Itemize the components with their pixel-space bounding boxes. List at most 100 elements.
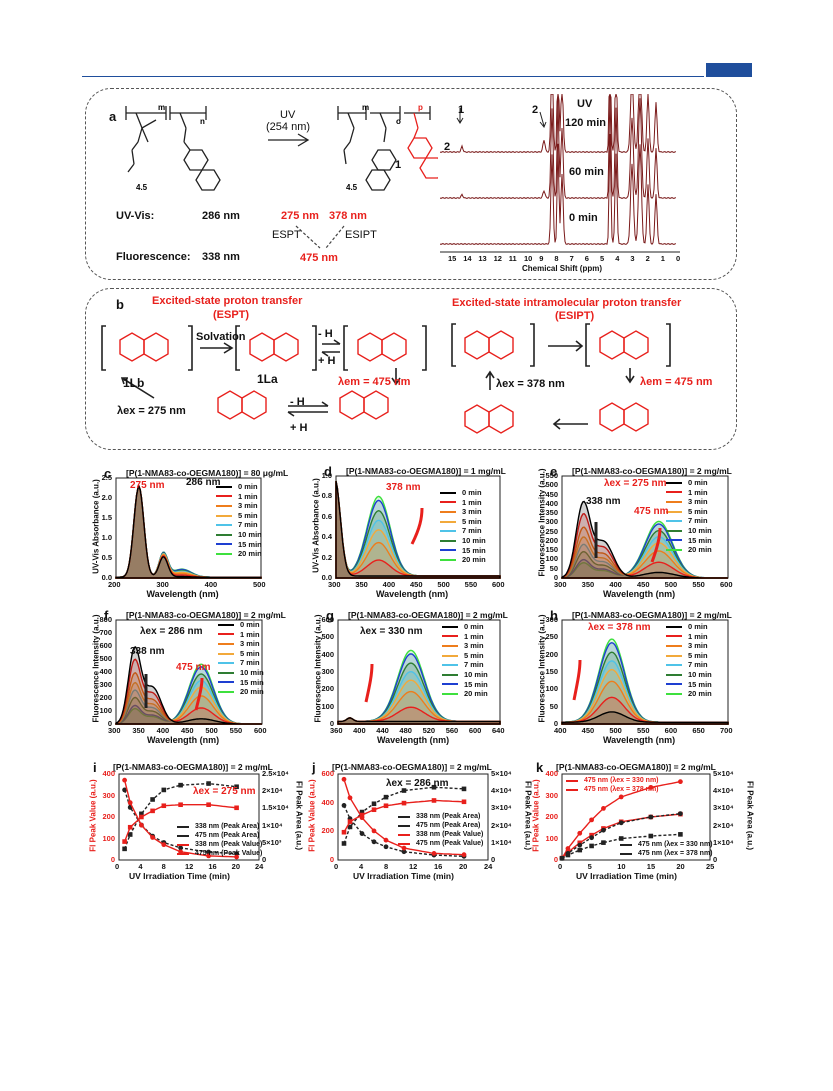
data-point (601, 827, 606, 833)
panel-d: d [P(1-NMA83-co-OEGMA180)] = 1 mg/mL 300 35… (312, 464, 506, 599)
legend: 0 min 1 min 3 min 5 min 7 min 10 min 15 min 20 … (666, 622, 712, 699)
panel-e: e [P(1-NMA83-co-OEGMA180)] = 2 mg/mL 300 35… (538, 464, 733, 599)
y-tick: 300 (321, 667, 334, 676)
plot-area (115, 619, 263, 725)
data-point (648, 784, 654, 790)
legend-top: 475 nm (λex = 330 nm) 475 nm (λex = 378 n… (566, 776, 659, 794)
data-point (648, 814, 654, 820)
x-tick: 400 (204, 580, 218, 589)
y-tick: 0 (107, 719, 112, 728)
fluorescence-product: 475 nm (300, 252, 338, 264)
data-point (150, 808, 155, 814)
legend-item: 15 min (442, 680, 488, 690)
data-point (371, 807, 377, 813)
y-tick: 100 (102, 833, 115, 843)
y2-axis-label: Fl Peak Area (a.u.) (745, 780, 755, 851)
y-tick: 200 (99, 693, 112, 702)
data-point (401, 845, 407, 851)
legend-label: 20 min (238, 549, 262, 559)
spectrum-0-min (561, 711, 729, 725)
legend-swatch (666, 548, 682, 551)
legend-label: 20 min (240, 687, 264, 697)
data-point (341, 841, 347, 846)
x-tick: 400 (156, 726, 170, 735)
panel-label: e (550, 464, 558, 479)
legend-swatch (177, 834, 189, 837)
nmr-tick: 10 (524, 254, 533, 263)
x-tick: 12 (409, 862, 418, 871)
fluorescence-label: Fluorescence: (116, 251, 191, 263)
y-tick: 50 (549, 701, 558, 711)
legend-swatch (442, 644, 458, 647)
legend-item: 7 min (216, 520, 262, 530)
espt-label: ESPT (272, 229, 301, 241)
data-point (359, 812, 365, 818)
data-point (341, 829, 347, 835)
nmr-tick: 2 (645, 254, 650, 263)
data-point (122, 846, 127, 852)
y-tick: 0.0 (101, 573, 112, 582)
legend-swatch (620, 843, 632, 846)
legend-item: 20 min (442, 689, 488, 699)
y-tick: 0.8 (321, 491, 332, 501)
x-tick: 400 (353, 726, 366, 735)
legend-item: 1 min (666, 632, 712, 642)
legend-item: 7 min (440, 526, 486, 536)
data-point (127, 832, 133, 837)
panel-label: h (550, 608, 558, 623)
legend-swatch (666, 673, 682, 676)
legend-label: 338 nm (Peak Value) (195, 841, 263, 848)
legend-label: 15 min (688, 535, 712, 545)
repeat-n: n (200, 117, 205, 126)
x-tick: 5 (587, 862, 592, 871)
legend-item: 15 min (666, 536, 712, 546)
legend-swatch (218, 652, 234, 655)
nmr-tick: 15 (448, 254, 457, 263)
panel-label: g (326, 608, 334, 623)
y-tick: 300 (545, 517, 558, 527)
y-tick: 300 (545, 615, 558, 624)
panel-label: j (312, 760, 316, 775)
data-point (150, 835, 155, 840)
panel-title: [P(1-NMA83-co-OEGMA180)] = 1 mg/mL (346, 466, 506, 476)
legend-item: 20 min (666, 545, 712, 555)
legend-swatch (666, 654, 682, 657)
y-axis-label: Fluorescence Intensity (a.u.) (313, 614, 323, 723)
legend-label: 5 min (462, 516, 482, 526)
lambda-ex: λex = 330 nm (360, 626, 423, 637)
y2-tick: 2×10⁴ (262, 786, 283, 796)
legend-swatch (398, 842, 410, 845)
legend-label: 10 min (688, 525, 712, 535)
legend-item: 10 min (666, 526, 712, 536)
legend-item: 3 min (218, 639, 264, 649)
x-axis-label: UV Irradiation Time (min) (353, 871, 454, 881)
y-tick: 200 (545, 649, 558, 659)
legend-label: 1 min (464, 631, 484, 641)
legend-swatch (620, 852, 632, 855)
y-axis-label: Fl Peak Value (a.u.) (88, 779, 98, 852)
y-tick: 400 (99, 667, 112, 676)
state-1la: 1La (257, 372, 278, 386)
panel-label: f (104, 608, 109, 623)
panel-title: [P(1-NMA83-co-OEGMA180)] = 2 mg/mL (348, 610, 508, 620)
legend-item: 338 nm (Peak Value) (398, 830, 483, 839)
legend-label: 7 min (462, 526, 482, 536)
uvvis-value: 286 nm (202, 210, 240, 222)
x-tick: 440 (376, 726, 389, 735)
plot-area (559, 773, 711, 861)
legend-item: 5 min (666, 651, 712, 661)
panel-g: g [P(1-NMA83-co-OEGMA180)] = 2 mg/mL 360 40… (314, 608, 508, 745)
data-point (618, 820, 624, 826)
legend-item: 3 min (666, 641, 712, 651)
legend-swatch (666, 529, 682, 532)
legend-item: 338 nm (Peak Area) (177, 822, 262, 831)
x-tick: 16 (208, 862, 217, 871)
x-tick: 15 (646, 862, 656, 871)
data-point (577, 830, 583, 836)
data-point (383, 803, 389, 809)
panel-title: [P(1-NMA83-co-OEGMA180)] = 2 mg/mL (572, 610, 732, 620)
legend-item: 1 min (440, 498, 486, 508)
lambda-em-esipt: λem = 475 nm (640, 376, 713, 388)
legend-item: 5 min (442, 651, 488, 661)
spectrum-0-min (115, 646, 262, 725)
